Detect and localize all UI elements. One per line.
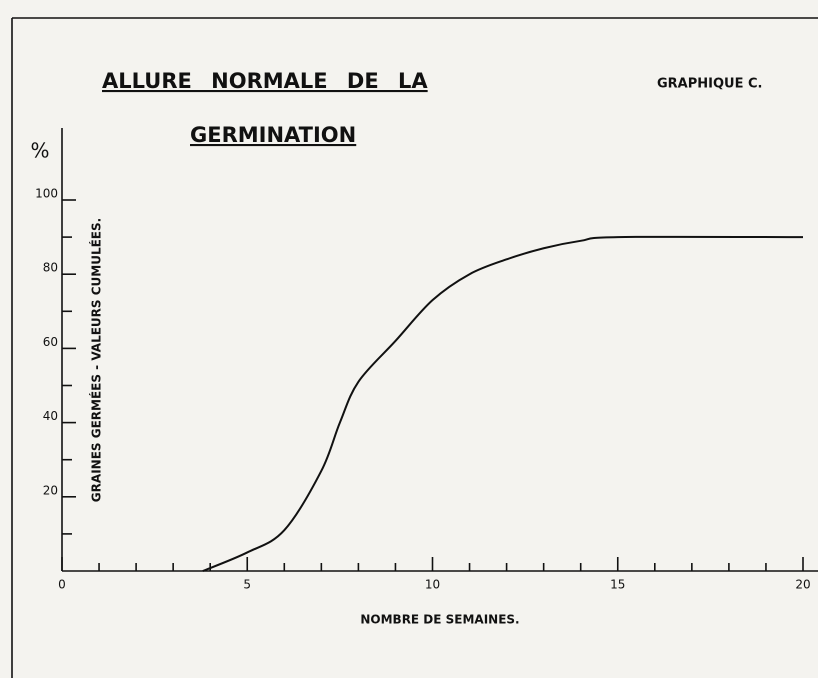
x-tick-label: 10 xyxy=(425,578,440,592)
y-unit: % xyxy=(30,139,49,163)
x-axis-label: NOMBRE DE SEMAINES. xyxy=(360,613,519,627)
chart-title-line: ALLURE NORMALE DE LA xyxy=(102,69,428,93)
data-line xyxy=(202,235,804,572)
y-tick-label: 20 xyxy=(43,483,58,497)
x-tick-label: 5 xyxy=(243,578,251,592)
chart-title-line: GERMINATION xyxy=(190,123,356,147)
y-tick-label: 60 xyxy=(43,335,58,349)
y-tick-label: 80 xyxy=(43,261,58,275)
y-tick-label: 100 xyxy=(35,187,58,201)
y-tick-label: 40 xyxy=(43,409,58,423)
x-tick-label: 0 xyxy=(58,578,66,592)
graph-label: GRAPHIQUE C. xyxy=(657,77,762,92)
y-axis-label: GRAINES GERMÉES - VALEURS CUMULÉES. xyxy=(89,218,104,502)
x-tick-label: 15 xyxy=(610,578,625,592)
x-tick-label: 20 xyxy=(795,578,810,592)
